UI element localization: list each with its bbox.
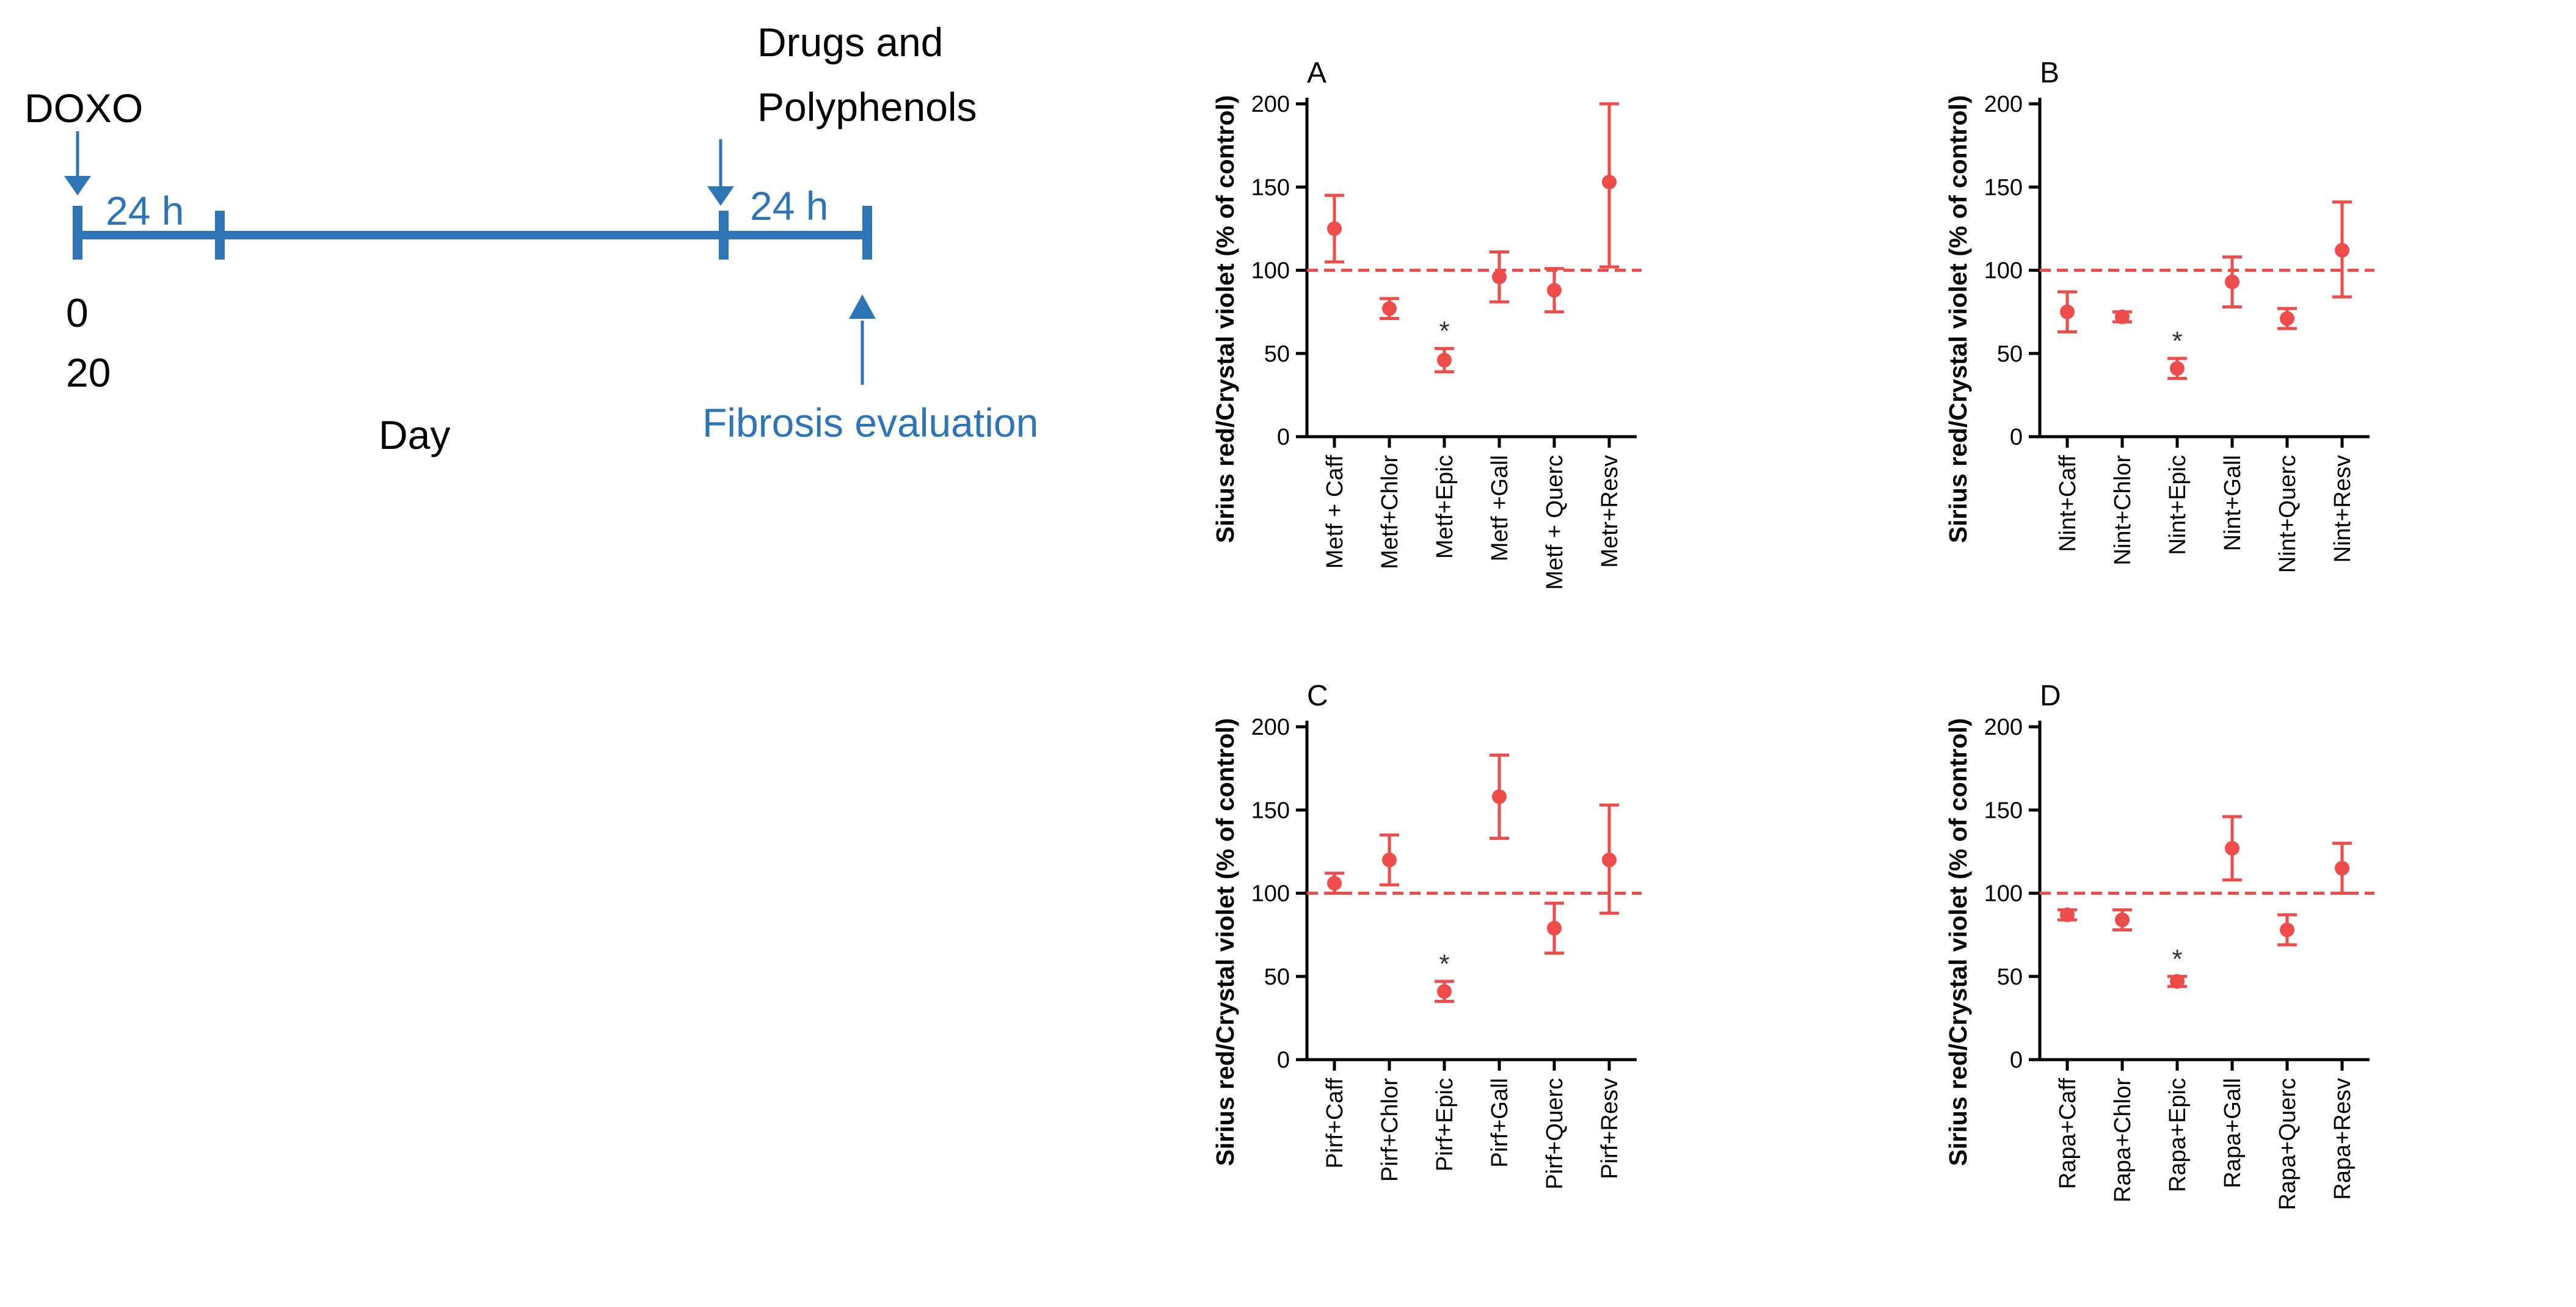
y-tick-label: 50 bbox=[1997, 341, 2023, 367]
y-tick-label: 150 bbox=[1251, 175, 1290, 200]
data-point bbox=[2335, 242, 2349, 258]
x-tick-label: Metf + Caff bbox=[1322, 455, 1348, 569]
day-start-label: 0 bbox=[66, 290, 89, 335]
x-tick-label: Nint+Gall bbox=[2220, 455, 2246, 551]
data-point bbox=[1327, 221, 1342, 236]
drugs-label-line2: Polyphenols bbox=[757, 84, 977, 129]
x-tick-label: Rapa+Caff bbox=[2055, 1078, 2081, 1189]
y-tick-label: 200 bbox=[1984, 715, 2023, 740]
x-tick-label: Nint+Resv bbox=[2330, 455, 2356, 562]
evaluation-arrow-head bbox=[849, 294, 876, 319]
doxo-arrow-head bbox=[64, 176, 91, 195]
y-tick-label: 50 bbox=[1997, 964, 2023, 990]
experiment-timeline: DOXO Drugs and Polyphenols 24 h 24 h 0 2… bbox=[24, 20, 1038, 457]
evaluation-label: Fibrosis evaluation bbox=[702, 400, 1038, 445]
y-tick-label: 0 bbox=[2010, 424, 2023, 450]
y-tick-label: 0 bbox=[2010, 1047, 2023, 1073]
chart-panel-b: B Sirius red/Crystal violet (% of control… bbox=[1944, 57, 2374, 573]
y-tick-label: 0 bbox=[1277, 424, 1290, 450]
y-axis-title: Sirius red/Crystal violet (% of control) bbox=[1211, 718, 1239, 1167]
y-tick-label: 150 bbox=[1984, 798, 2023, 823]
y-tick-label: 100 bbox=[1251, 258, 1290, 284]
data-point bbox=[1437, 352, 1452, 368]
data-point bbox=[1547, 920, 1562, 936]
x-tick-label: Rapa+Epic bbox=[2165, 1078, 2191, 1192]
y-tick-label: 150 bbox=[1984, 175, 2023, 200]
data-point bbox=[1602, 853, 1617, 867]
data-point bbox=[2225, 840, 2239, 856]
x-tick-label: Metf + Querc bbox=[1542, 455, 1568, 590]
data-point bbox=[2060, 304, 2075, 319]
data-point bbox=[2280, 922, 2294, 937]
x-tick-label: Nint+Caff bbox=[2055, 455, 2081, 552]
panel-label: B bbox=[2040, 57, 2059, 89]
y-tick-label: 50 bbox=[1264, 341, 1290, 367]
data-point bbox=[2115, 912, 2130, 928]
x-tick-label: Pirf+Resv bbox=[1597, 1078, 1623, 1179]
segment2-label: 24 h bbox=[750, 183, 828, 228]
significance-marker: * bbox=[1439, 316, 1449, 346]
data-point bbox=[1492, 269, 1507, 285]
x-tick-label: Nint+Querc bbox=[2275, 455, 2301, 573]
x-tick-label: Pirf+Querc bbox=[1542, 1078, 1568, 1190]
x-tick-label: Pirf+Gall bbox=[1487, 1078, 1513, 1168]
chart-panel-a: A Sirius red/Crystal violet (% of control… bbox=[1211, 57, 1642, 590]
y-tick-label: 200 bbox=[1251, 92, 1290, 117]
y-tick-label: 200 bbox=[1251, 715, 1290, 740]
x-tick-label: Pirf+Epic bbox=[1432, 1078, 1458, 1171]
data-point bbox=[2060, 907, 2075, 922]
y-tick-label: 0 bbox=[1277, 1047, 1290, 1073]
chart-panel-d: D Sirius red/Crystal violet (% of control… bbox=[1944, 680, 2374, 1211]
y-tick-label: 100 bbox=[1251, 881, 1290, 907]
x-tick-label: Rapa+Resv bbox=[2330, 1078, 2356, 1200]
drugs-arrow-head bbox=[707, 186, 734, 206]
x-tick-label: Nint+Chlor bbox=[2110, 455, 2136, 566]
significance-marker: * bbox=[2172, 326, 2182, 356]
chart-panel-c: C Sirius red/Crystal violet (% of control… bbox=[1211, 680, 1642, 1190]
day-axis-label: Day bbox=[379, 412, 450, 457]
x-tick-label: Pirf+Chlor bbox=[1377, 1078, 1403, 1182]
y-axis-title: Sirius red/Crystal violet (% of control) bbox=[1944, 718, 1972, 1167]
y-tick-label: 100 bbox=[1984, 881, 2023, 907]
y-tick-label: 200 bbox=[1984, 92, 2023, 117]
drugs-label-line1: Drugs and bbox=[757, 20, 944, 65]
data-point bbox=[1382, 301, 1397, 316]
data-point bbox=[2170, 361, 2185, 376]
segment1-label: 24 h bbox=[106, 188, 184, 233]
data-point bbox=[1437, 984, 1452, 999]
data-point bbox=[2280, 311, 2294, 326]
day-end-label: 20 bbox=[66, 350, 111, 395]
data-point bbox=[1327, 876, 1342, 891]
data-point bbox=[1492, 789, 1507, 804]
data-point bbox=[1547, 283, 1562, 298]
data-point bbox=[2335, 861, 2349, 876]
data-point bbox=[1382, 853, 1397, 867]
x-tick-label: Rapa+Chlor bbox=[2110, 1078, 2136, 1203]
data-point bbox=[2170, 974, 2185, 989]
x-tick-label: Metr+Resv bbox=[1597, 455, 1623, 568]
data-point bbox=[2225, 274, 2239, 289]
y-axis-title: Sirius red/Crystal violet (% of control) bbox=[1211, 95, 1239, 544]
significance-marker: * bbox=[2172, 944, 2182, 974]
y-axis-title: Sirius red/Crystal violet (% of control) bbox=[1944, 95, 1972, 544]
y-tick-label: 150 bbox=[1251, 798, 1290, 823]
doxo-label: DOXO bbox=[24, 86, 143, 131]
x-tick-label: Nint+Epic bbox=[2165, 455, 2191, 555]
x-tick-label: Metf +Gall bbox=[1487, 455, 1513, 561]
significance-marker: * bbox=[1439, 949, 1449, 979]
panel-label: C bbox=[1307, 680, 1328, 712]
x-tick-label: Rapa+Gall bbox=[2220, 1078, 2246, 1189]
panel-label: D bbox=[2040, 680, 2061, 712]
x-tick-label: Metf+Chlor bbox=[1377, 455, 1403, 569]
y-tick-label: 100 bbox=[1984, 258, 2023, 284]
x-tick-label: Metf+Epic bbox=[1432, 455, 1458, 559]
panel-label: A bbox=[1307, 57, 1326, 89]
data-point bbox=[1602, 175, 1617, 190]
x-tick-label: Rapa+Querc bbox=[2275, 1078, 2301, 1211]
y-tick-label: 50 bbox=[1264, 964, 1290, 990]
x-tick-label: Pirf+Caff bbox=[1322, 1078, 1348, 1169]
data-point bbox=[2115, 309, 2130, 324]
